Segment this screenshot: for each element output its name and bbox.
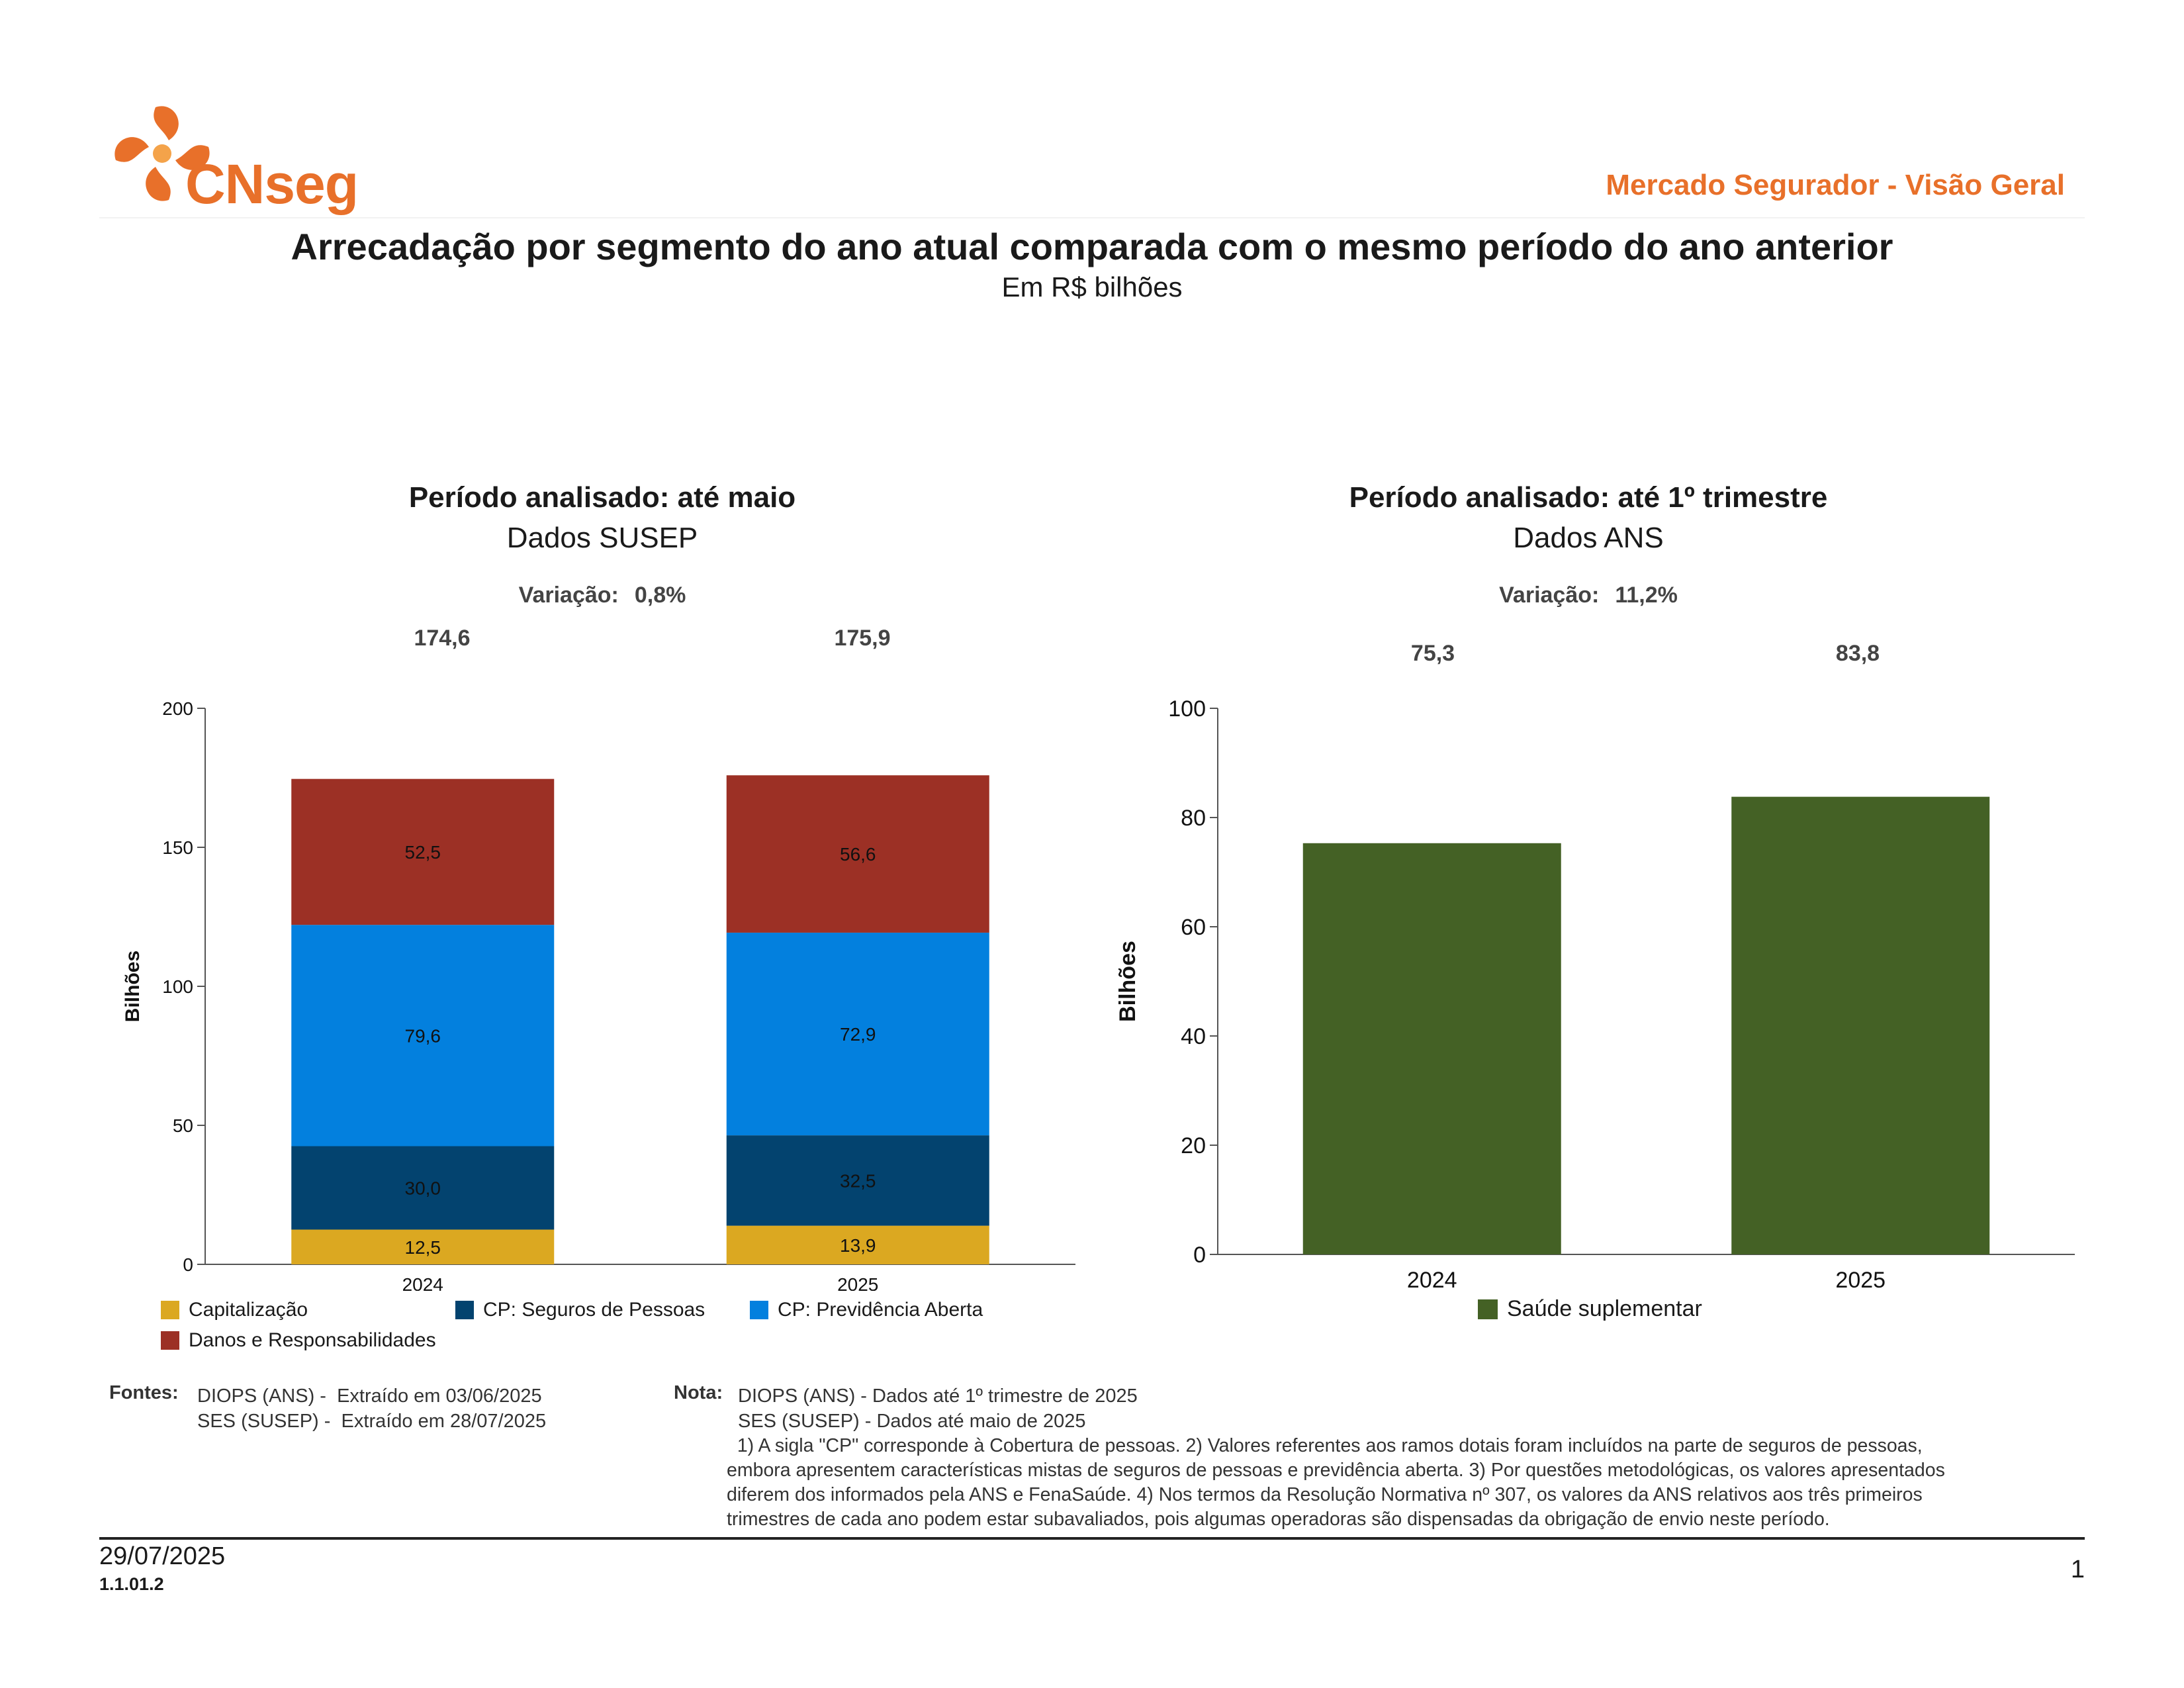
- total-label: 75,3: [1411, 641, 1455, 666]
- data-label: 72,9: [840, 1024, 876, 1045]
- nota-sources: DIOPS (ANS) - Dados até 1º trimestre de …: [738, 1383, 1138, 1434]
- legend-label: Danos e Responsabilidades: [189, 1329, 436, 1351]
- left-source-label: Dados SUSEP: [506, 522, 698, 554]
- nota-text-line: 1) A sigla "CP" corresponde à Cobertura …: [727, 1435, 1923, 1456]
- y-tick-label: 100: [1168, 696, 1206, 722]
- bar-segment: [291, 778, 555, 925]
- data-label: 12,5: [405, 1237, 441, 1258]
- data-label: 32,5: [840, 1170, 876, 1191]
- y-axis-title: Bilhões: [1115, 941, 1140, 1022]
- legend-item-danos: Danos e Responsabilidades: [161, 1329, 436, 1352]
- fontes-list: DIOPS (ANS) - Extraído em 03/06/2025 SES…: [197, 1383, 546, 1434]
- x-tick-label: 2024: [1407, 1268, 1457, 1291]
- nota-text-line: embora apresentem características mistas…: [727, 1460, 1945, 1481]
- legend-item-seguros-pessoas: CP: Seguros de Pessoas: [455, 1299, 750, 1321]
- fonte-line: DIOPS (ANS) - Extraído em 03/06/2025: [197, 1385, 542, 1407]
- logo-text: CNseg: [185, 153, 359, 215]
- bar-segment: [726, 1225, 989, 1264]
- y-tick-label: 0: [1193, 1243, 1206, 1268]
- page-title: Arrecadação por segmento do ano atual co…: [291, 226, 1893, 267]
- legend-item-previdencia: CP: Previdência Aberta: [750, 1299, 983, 1321]
- data-label: 56,6: [840, 844, 876, 865]
- total-label: 83,8: [1836, 641, 1880, 666]
- legend-label: Capitalização: [189, 1299, 308, 1321]
- left-variation: Variação: 0,8%: [139, 583, 1066, 608]
- legend-swatch: [1478, 1299, 1498, 1319]
- left-variation-label: Variação:: [518, 583, 619, 608]
- bar-segment: [291, 1229, 555, 1264]
- right-variation: Variação: 11,2%: [1125, 583, 2052, 608]
- bar-segment: [1302, 843, 1561, 1254]
- page-subtitle: Em R$ bilhões: [1001, 271, 1183, 303]
- y-tick-label: 0: [183, 1254, 193, 1275]
- y-tick-label: 40: [1181, 1024, 1206, 1049]
- nota-text-line: trimestres de cada ano podem estar subav…: [727, 1509, 1830, 1530]
- right-variation-label: Variação:: [1499, 583, 1600, 608]
- legend-label: Saúde suplementar: [1507, 1296, 1702, 1321]
- data-label: 13,9: [840, 1235, 876, 1256]
- bar-segment: [726, 932, 989, 1136]
- legend-item-capitalizacao: Capitalização: [161, 1299, 455, 1321]
- total-label: 174,6: [414, 626, 470, 651]
- legend-item-saude: Saúde suplementar: [1478, 1296, 1702, 1322]
- y-tick-label: 50: [173, 1115, 193, 1136]
- y-tick-label: 200: [162, 698, 193, 719]
- fontes-label: Fontes:: [109, 1382, 179, 1403]
- legend-swatch: [161, 1331, 179, 1350]
- right-source-label: Dados ANS: [1513, 522, 1664, 554]
- x-tick-label: 2025: [1835, 1268, 1886, 1291]
- nota-line: DIOPS (ANS) - Dados até 1º trimestre de …: [738, 1385, 1138, 1407]
- nota-label: Nota:: [674, 1382, 723, 1403]
- right-variation-value: 11,2%: [1615, 583, 1678, 608]
- nota-line: SES (SUSEP) - Dados até maio de 2025: [738, 1411, 1086, 1432]
- legend-swatch: [455, 1301, 474, 1319]
- footer-divider: [99, 1537, 2085, 1540]
- report-title: Mercado Segurador - Visão Geral: [1606, 169, 2065, 201]
- left-variation-value: 0,8%: [634, 583, 686, 608]
- legend-label: CP: Seguros de Pessoas: [483, 1299, 705, 1321]
- header-divider: [99, 217, 2085, 218]
- bar-segment: [726, 775, 989, 933]
- page-number: 1: [2070, 1556, 2085, 1583]
- legend-swatch: [161, 1301, 179, 1319]
- data-label: 52,5: [405, 842, 441, 863]
- data-label: 30,0: [405, 1178, 441, 1199]
- y-tick-label: 20: [1181, 1133, 1206, 1158]
- footer-code: 1.1.01.2: [99, 1574, 164, 1594]
- right-period-title: Período analisado: até 1º trimestre: [1349, 481, 1828, 514]
- fonte-line: SES (SUSEP) - Extraído em 28/07/2025: [197, 1411, 547, 1432]
- x-tick-label: 2024: [402, 1274, 443, 1291]
- x-tick-label: 2025: [837, 1274, 878, 1291]
- nota-text-line: diferem dos informados pela ANS e FenaSa…: [727, 1484, 1923, 1505]
- bar-segment: [726, 1135, 989, 1226]
- bar-segment: [291, 925, 555, 1147]
- y-tick-label: 60: [1181, 915, 1206, 940]
- nota-text: 1) A sigla "CP" corresponde à Cobertura …: [727, 1434, 1945, 1532]
- bar-segment: [1731, 796, 1990, 1254]
- y-axis-title: Bilhões: [122, 951, 144, 1022]
- y-tick-label: 150: [162, 837, 193, 858]
- legend-swatch: [750, 1301, 768, 1319]
- footer-date: 29/07/2025: [99, 1542, 226, 1570]
- susep-stacked-bar-chart: 0 50 100 150 200 Bilhões 12,5 30,0 79,6 52,5 2024 1…: [122, 626, 1075, 1291]
- cnseg-logo: [114, 106, 210, 201]
- legend-label: CP: Previdência Aberta: [778, 1299, 983, 1321]
- data-label: 79,6: [405, 1025, 441, 1046]
- ans-bar-chart: 0 20 40 60 80 100 Bilhões 2024 75,3 2025 83,8: [1115, 641, 2075, 1291]
- bar-segment: [291, 1146, 555, 1230]
- total-label: 175,9: [834, 626, 890, 651]
- left-legend: Capitalização CP: Seguros de Pessoas CP:…: [161, 1299, 1074, 1352]
- y-tick-label: 80: [1181, 806, 1206, 831]
- left-period-title: Período analisado: até maio: [408, 481, 796, 514]
- y-tick-label: 100: [162, 976, 193, 997]
